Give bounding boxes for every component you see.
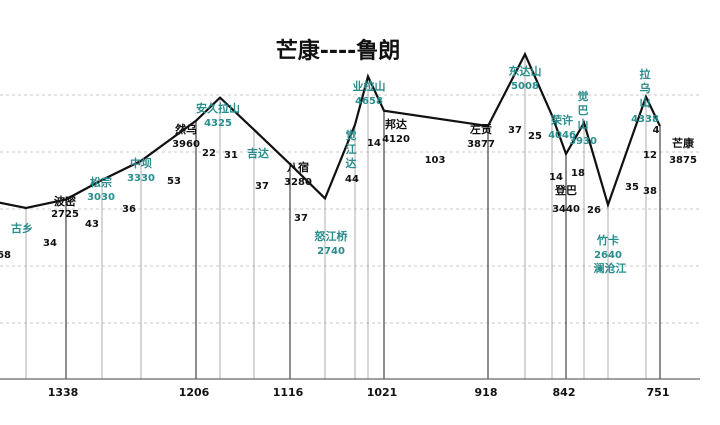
segment-distance-label: 34 xyxy=(43,238,57,249)
altitude-label: 2740 xyxy=(317,246,345,257)
km-marker-label: 842 xyxy=(553,386,576,399)
altitude-label: 4338 xyxy=(631,114,659,125)
altitude-labels: 68古乡波密2725松宗3030中坝3330然乌3960安久拉山4325吉达八宿… xyxy=(0,64,697,275)
segment-distance-label: 37 xyxy=(508,125,522,136)
vertical-place-name-char: 江 xyxy=(346,142,357,156)
altitude-label: 5008 xyxy=(511,81,539,92)
place-name-label: 业拉山 xyxy=(353,79,386,93)
segment-distance-label: 44 xyxy=(345,174,359,185)
altitude-label: 2725 xyxy=(51,209,79,220)
km-marker-label: 1206 xyxy=(179,386,210,399)
segment-distance-label: 103 xyxy=(425,155,446,166)
place-name-label: 邦达 xyxy=(385,117,407,131)
place-name-label: 中坝 xyxy=(130,156,152,170)
vertical-place-name-char: 拉 xyxy=(640,67,651,81)
place-name-label: 澜沧江 xyxy=(594,261,627,275)
place-name-label: 吉达 xyxy=(247,146,269,160)
place-name-label: 东达山 xyxy=(509,64,542,78)
segment-distance-label: 36 xyxy=(122,204,136,215)
place-name-label: 松宗 xyxy=(90,175,112,189)
altitude-label: 4658 xyxy=(355,96,383,107)
vertical-place-name-char: 山 xyxy=(640,95,651,109)
km-marker-lines xyxy=(25,54,661,379)
place-name-label: 荣许 xyxy=(550,113,573,127)
chart-title: 芒康----鲁朗 xyxy=(276,38,401,64)
segment-distance-label: 18 xyxy=(571,168,585,179)
altitude-label: 3030 xyxy=(87,192,115,203)
altitude-label: 3877 xyxy=(467,139,495,150)
segment-distance-label: 25 xyxy=(528,131,542,142)
place-name-label: 八宿 xyxy=(286,160,309,174)
altitude-label: 3280 xyxy=(284,177,312,188)
km-marker-label: 1116 xyxy=(273,386,304,399)
segment-distance-label: 37 xyxy=(255,181,269,192)
segment-distance-label: 31 xyxy=(224,150,238,161)
altitude-label: 3440 xyxy=(552,204,580,215)
altitude-label: 4120 xyxy=(382,134,410,145)
km-marker-label: 918 xyxy=(475,386,498,399)
segment-distance-label: 53 xyxy=(167,176,181,187)
vertical-place-name-char: 乌 xyxy=(640,81,651,95)
place-name-label: 芒康 xyxy=(672,136,695,150)
place-name-label: 波密 xyxy=(54,194,76,208)
vertical-place-name-char: 觉 xyxy=(578,89,589,103)
segment-distance-label: 37 xyxy=(294,213,308,224)
altitude-label: 4046 xyxy=(548,130,576,141)
segment-distance-label: 26 xyxy=(587,205,601,216)
segment-distance-label: 4 xyxy=(653,125,660,136)
segment-distance-label: 22 xyxy=(202,148,216,159)
grid-lines xyxy=(0,94,700,324)
segment-distance-label: 38 xyxy=(643,186,657,197)
segment-distance-labels: 34 43 36 53 22 31 37 37 44 14 103 37 25 14 18 26 35 12 38 4 xyxy=(43,125,659,249)
km-marker-label: 1338 xyxy=(48,386,79,399)
altitude-label: 68 xyxy=(0,250,11,261)
altitude-label: 3330 xyxy=(127,173,155,184)
vertical-place-name-char: 觉 xyxy=(346,128,357,142)
altitude-label: 3930 xyxy=(569,136,597,147)
altitude-label: 4325 xyxy=(204,118,232,129)
place-name-label: 古乡 xyxy=(11,221,33,235)
place-name-label: 左贡 xyxy=(469,122,492,136)
altitude-label: 3960 xyxy=(172,139,200,150)
place-name-label: 登巴 xyxy=(554,183,577,197)
altitude-label: 2640 xyxy=(594,250,622,261)
segment-distance-label: 12 xyxy=(643,150,657,161)
segment-distance-label: 35 xyxy=(625,182,639,193)
segment-distance-label: 14 xyxy=(367,138,381,149)
elevation-profile-line xyxy=(0,51,661,210)
km-marker-labels: 1338 1206 1116 1021 918 842 751 xyxy=(48,386,670,399)
vertical-place-name-char: 达 xyxy=(346,156,357,170)
km-marker-label: 1021 xyxy=(367,386,398,399)
segment-distance-label: 43 xyxy=(85,219,99,230)
km-marker-label: 751 xyxy=(647,386,670,399)
segment-distance-label: 14 xyxy=(549,172,563,183)
place-name-label: 然乌 xyxy=(175,122,197,136)
place-name-label: 竹卡 xyxy=(596,233,619,247)
vertical-place-name-char: 山 xyxy=(578,117,589,131)
place-name-label: 安久拉山 xyxy=(196,101,240,115)
altitude-label: 3875 xyxy=(669,155,697,166)
vertical-place-name-char: 巴 xyxy=(578,104,589,117)
place-name-label: 怒江桥 xyxy=(315,229,349,243)
